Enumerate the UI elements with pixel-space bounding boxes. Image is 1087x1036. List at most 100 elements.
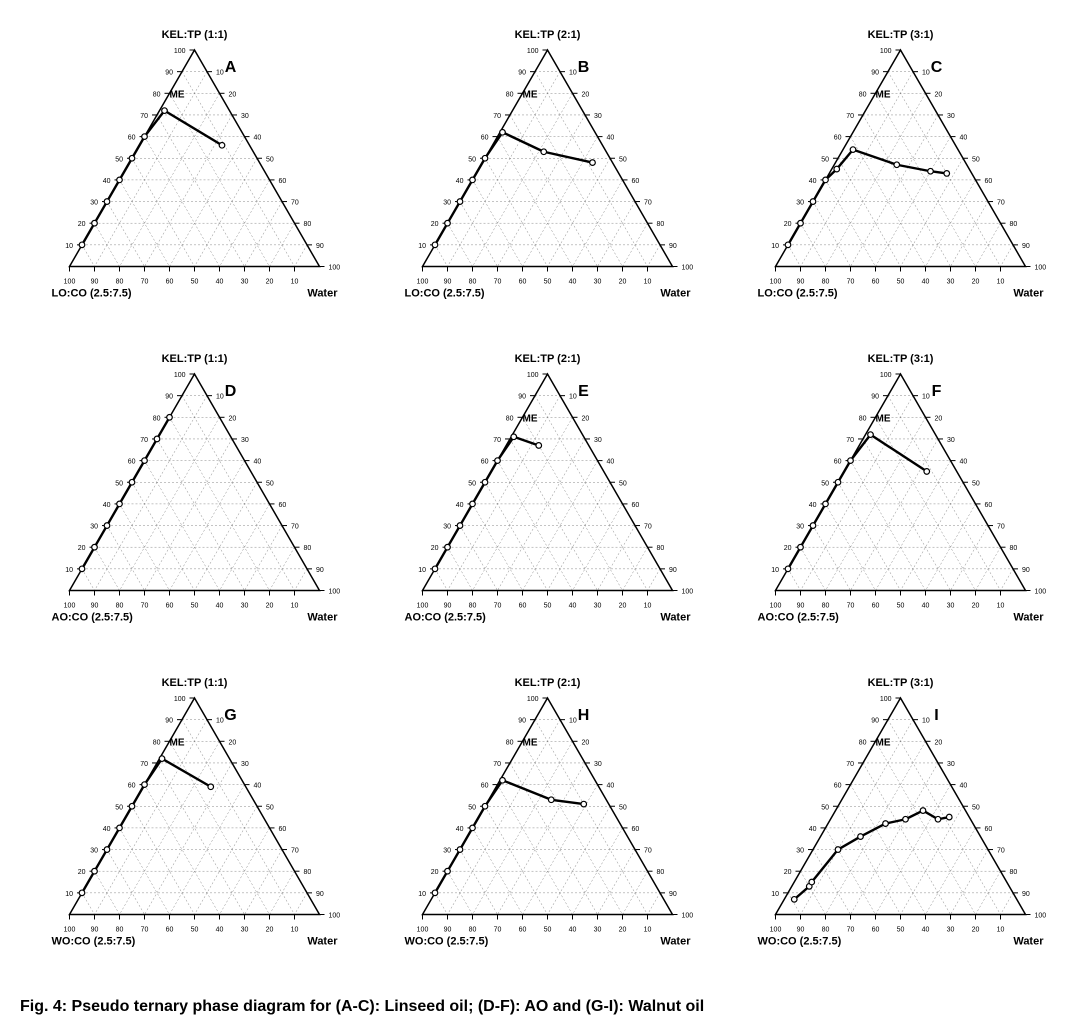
axis-tick: 80: [506, 91, 514, 98]
axis-tick: 20: [266, 603, 274, 610]
axis-tick: 70: [847, 927, 855, 934]
axis-tick: 50: [544, 279, 552, 286]
axis-tick: 40: [922, 927, 930, 934]
axis-tick: 40: [960, 783, 968, 790]
axis-tick: 60: [632, 178, 640, 185]
data-marker: [835, 847, 841, 853]
axis-tick: 100: [682, 913, 694, 920]
axis-tick: 20: [582, 415, 590, 422]
bottom-left-label: LO:CO (2.5:7.5): [758, 288, 838, 300]
data-marker: [104, 847, 110, 853]
phase-boundary-curve: [794, 811, 949, 900]
data-marker: [928, 168, 934, 174]
axis-tick: 70: [493, 761, 501, 768]
axis-tick: 10: [569, 718, 577, 725]
axis-tick: 90: [165, 70, 173, 77]
axis-tick: 30: [947, 761, 955, 768]
axis-tick: 10: [922, 394, 930, 401]
axis-tick: 50: [619, 804, 627, 811]
axis-tick: 50: [897, 603, 905, 610]
data-marker: [495, 458, 501, 464]
axis-tick: 10: [569, 394, 577, 401]
axis-tick: 100: [64, 279, 76, 286]
axis-tick: 60: [632, 826, 640, 833]
phase-boundary-curve: [435, 437, 539, 569]
axis-tick: 60: [166, 279, 174, 286]
axis-tick: 80: [1010, 869, 1018, 876]
top-vertex-label: KEL:TP (3:1): [868, 677, 934, 689]
axis-tick: 50: [191, 279, 199, 286]
axis-tick: 80: [657, 221, 665, 228]
axis-tick: 20: [784, 869, 792, 876]
ternary-plot: 1010102020203030304040405050506060607070…: [726, 20, 1075, 340]
axis-tick: 100: [1035, 265, 1047, 272]
axis-tick: 40: [922, 279, 930, 286]
axis-tick: 90: [91, 279, 99, 286]
axis-tick: 40: [254, 783, 262, 790]
axis-tick: 70: [141, 279, 149, 286]
axis-tick: 50: [266, 804, 274, 811]
data-marker: [868, 432, 874, 438]
axis-tick: 80: [506, 415, 514, 422]
bottom-right-label: Water: [660, 612, 691, 624]
axis-tick: 80: [822, 603, 830, 610]
data-marker: [810, 523, 816, 529]
axis-tick: 70: [494, 279, 502, 286]
axis-tick: 100: [329, 913, 341, 920]
axis-tick: 70: [140, 437, 148, 444]
axis-tick: 10: [291, 927, 299, 934]
axis-tick: 20: [431, 221, 439, 228]
axis-tick: 90: [316, 243, 324, 250]
axis-tick: 60: [872, 603, 880, 610]
axis-tick: 10: [216, 70, 224, 77]
axis-tick: 10: [65, 567, 73, 574]
ternary-plot: 1010102020203030304040405050506060607070…: [373, 668, 722, 988]
axis-tick: 100: [770, 279, 782, 286]
axis-tick: 100: [417, 279, 429, 286]
axis-tick: 30: [443, 200, 451, 207]
axis-tick: 60: [834, 459, 842, 466]
ternary-panel: 1010102020203030304040405050506060607070…: [373, 668, 722, 988]
phase-boundary-curve: [435, 780, 584, 893]
data-marker: [445, 544, 451, 550]
me-region-label: ME: [876, 737, 891, 748]
bottom-left-label: LO:CO (2.5:7.5): [405, 288, 485, 300]
axis-tick: 30: [241, 279, 249, 286]
panel-letter: B: [578, 59, 590, 76]
axis-tick: 20: [619, 279, 627, 286]
data-marker: [920, 808, 926, 814]
ternary-panel: 1010102020203030304040405050506060607070…: [20, 344, 369, 664]
bottom-right-label: Water: [1013, 288, 1044, 300]
axis-tick: 50: [821, 804, 829, 811]
axis-tick: 80: [822, 279, 830, 286]
axis-tick: 50: [897, 927, 905, 934]
bottom-right-label: Water: [1013, 936, 1044, 948]
axis-tick: 30: [947, 603, 955, 610]
axis-tick: 10: [418, 567, 426, 574]
data-marker: [445, 220, 451, 226]
data-marker: [457, 847, 463, 853]
axis-tick: 60: [481, 135, 489, 142]
axis-tick: 90: [669, 243, 677, 250]
axis-tick: 50: [972, 156, 980, 163]
data-marker: [79, 242, 85, 248]
axis-tick: 80: [657, 869, 665, 876]
panel-letter: C: [931, 59, 943, 76]
data-marker: [432, 566, 438, 572]
axis-tick: 10: [65, 891, 73, 898]
axis-tick: 90: [518, 70, 526, 77]
axis-tick: 80: [1010, 545, 1018, 552]
axis-tick: 80: [469, 927, 477, 934]
me-region-label: ME: [523, 737, 538, 748]
axis-tick: 10: [922, 718, 930, 725]
axis-tick: 60: [166, 927, 174, 934]
axis-tick: 10: [922, 70, 930, 77]
top-vertex-label: KEL:TP (2:1): [515, 353, 581, 365]
axis-tick: 30: [241, 437, 249, 444]
axis-tick: 70: [644, 524, 652, 531]
axis-tick: 20: [229, 91, 237, 98]
data-marker: [894, 162, 900, 168]
axis-tick: 40: [456, 178, 464, 185]
data-marker: [536, 443, 542, 449]
axis-tick: 50: [468, 480, 476, 487]
